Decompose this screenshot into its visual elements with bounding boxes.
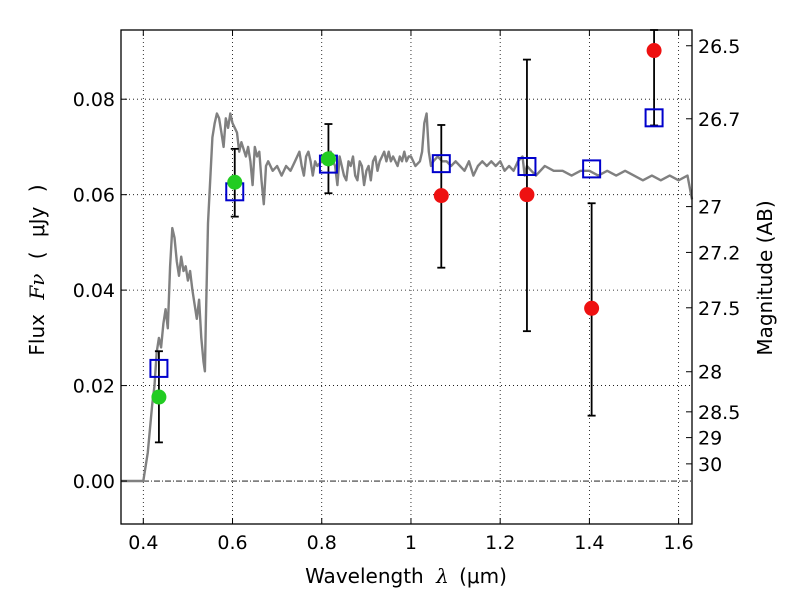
plot-frame bbox=[120, 29, 693, 525]
x-tick-label: 0.6 bbox=[217, 532, 247, 554]
y-tick-label: 0.06 bbox=[73, 185, 115, 207]
y-axis-label-open: ( bbox=[25, 251, 49, 259]
filled-circle-marker bbox=[584, 300, 600, 316]
magnitude-tick-label: 26.5 bbox=[698, 36, 740, 58]
filled-circle-marker bbox=[227, 174, 243, 190]
x-tick-label: 0.8 bbox=[307, 532, 337, 554]
x-tick-label: 1.6 bbox=[664, 532, 694, 554]
model-spectrum-line bbox=[121, 112, 694, 483]
y-tick-label: 0.00 bbox=[73, 471, 115, 493]
magnitude-tick-label: 28 bbox=[698, 362, 722, 384]
y-axis-label-close: ) bbox=[25, 184, 49, 192]
magnitude-tick-label: 28.5 bbox=[698, 402, 740, 424]
open-square-marker bbox=[644, 108, 664, 128]
magnitude-tick-label: 27 bbox=[698, 197, 722, 219]
open-square-marker bbox=[149, 358, 169, 378]
x-axis-label-prefix: Wavelength bbox=[305, 564, 424, 588]
y-tick-label: 0.08 bbox=[73, 89, 115, 111]
x-tick-label: 1 bbox=[405, 532, 417, 554]
x-axis-label-symbol: λ bbox=[435, 564, 449, 588]
x-tick-label: 0.4 bbox=[128, 532, 158, 554]
y-tick-label: 0.04 bbox=[73, 280, 115, 302]
x-axis-label: Wavelength λ (μm) bbox=[305, 564, 507, 588]
x-axis-label-unit: (μm) bbox=[459, 564, 507, 588]
x-tick-label: 1.2 bbox=[485, 532, 515, 554]
magnitude-tick-label: 29 bbox=[698, 428, 722, 450]
filled-circle-marker bbox=[151, 389, 167, 405]
filled-circle-marker bbox=[320, 151, 336, 167]
magnitude-axis-label: Magnitude (AB) bbox=[753, 200, 777, 355]
y-axis-label-prefix: Flux bbox=[25, 314, 49, 356]
error-bars bbox=[154, 29, 659, 444]
magnitude-tick-label: 27.5 bbox=[698, 298, 740, 320]
x-tick-label: 1.4 bbox=[574, 532, 604, 554]
y-tick-label: 0.02 bbox=[73, 376, 115, 398]
magnitude-tick-label: 26.7 bbox=[698, 109, 740, 131]
y-axis-label-unit: μJy bbox=[25, 206, 49, 237]
axes-frame bbox=[120, 29, 693, 525]
filled-circle-marker bbox=[519, 187, 535, 203]
magnitude-tick-label: 27.2 bbox=[698, 242, 740, 264]
y-axis-label: Flux Fν ( μJy ) bbox=[25, 184, 49, 355]
y-axis-label-symbol: Fν bbox=[25, 274, 49, 301]
grid-lines bbox=[121, 30, 692, 524]
data-markers bbox=[149, 43, 664, 405]
model-spectrum bbox=[121, 112, 694, 483]
open-square-marker bbox=[517, 157, 537, 177]
filled-circle-marker bbox=[646, 43, 662, 59]
axis-ticks: 0.4 0.6 0.8 1 1.2 1.4 1.6 0.00 0.02 0.04 0.06 0.08 2… bbox=[73, 30, 740, 554]
magnitude-tick-label: 30 bbox=[698, 454, 722, 476]
open-square-marker bbox=[431, 154, 451, 174]
filled-circle-marker bbox=[433, 188, 449, 204]
open-square-marker bbox=[582, 159, 602, 179]
